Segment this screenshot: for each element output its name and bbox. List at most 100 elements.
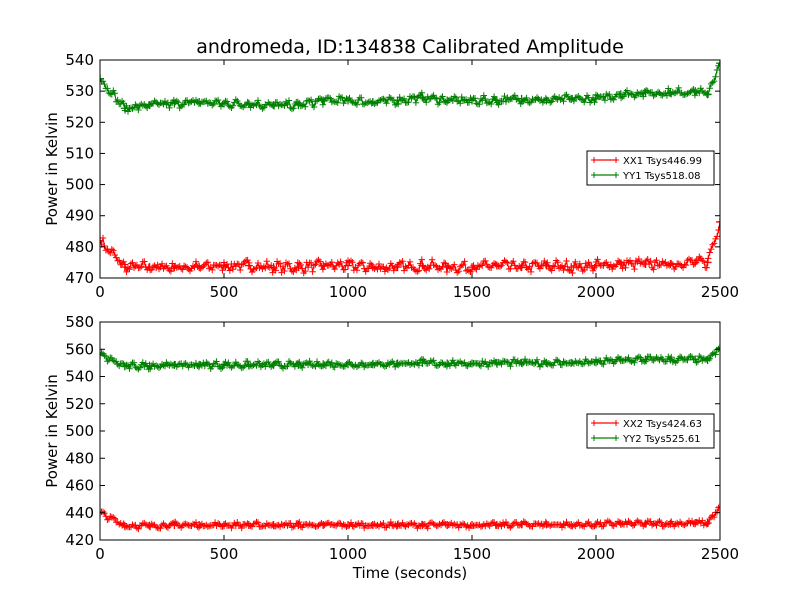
data-point bbox=[703, 518, 712, 527]
data-point bbox=[703, 356, 712, 365]
data-point bbox=[443, 359, 452, 368]
data-point bbox=[195, 263, 204, 272]
data-point bbox=[492, 96, 501, 105]
data-point bbox=[269, 101, 278, 110]
data-point bbox=[443, 521, 452, 530]
series-xx2 bbox=[100, 503, 720, 533]
data-point bbox=[368, 98, 377, 107]
data-point bbox=[319, 360, 328, 369]
data-point bbox=[393, 359, 402, 368]
data-point bbox=[145, 361, 154, 370]
data-point bbox=[703, 258, 712, 267]
series-xx1 bbox=[100, 217, 720, 277]
x-tick-label: 500 bbox=[210, 545, 239, 563]
data-point bbox=[319, 261, 328, 270]
data-point bbox=[716, 217, 720, 226]
data-point bbox=[220, 261, 228, 270]
data-point bbox=[703, 90, 712, 99]
y-axis-label: Power in Kelvin bbox=[43, 374, 61, 488]
series-markers bbox=[100, 60, 720, 115]
data-point bbox=[666, 259, 675, 268]
legend-box bbox=[586, 150, 715, 186]
data-point bbox=[567, 358, 576, 367]
data-point bbox=[592, 358, 600, 367]
series-markers bbox=[100, 344, 720, 373]
y-tick-label: 560 bbox=[65, 340, 94, 358]
data-point bbox=[567, 521, 576, 530]
data-point bbox=[100, 74, 104, 83]
data-point bbox=[294, 101, 303, 110]
data-point bbox=[517, 263, 526, 272]
x-tick-label: 1000 bbox=[329, 545, 367, 563]
data-point bbox=[344, 521, 352, 530]
data-point bbox=[368, 263, 377, 272]
data-point bbox=[616, 259, 625, 268]
legend-marker bbox=[591, 420, 619, 426]
data-point bbox=[592, 520, 600, 529]
chart-title: andromeda, ID:134838 Calibrated Amplitud… bbox=[196, 36, 624, 58]
data-point bbox=[691, 258, 700, 267]
data-point bbox=[691, 87, 700, 96]
y-tick-label: 510 bbox=[65, 144, 94, 162]
data-point bbox=[344, 360, 352, 369]
y-tick-label: 470 bbox=[65, 269, 94, 287]
data-point bbox=[170, 360, 179, 369]
data-point bbox=[195, 521, 204, 530]
data-point bbox=[691, 355, 700, 364]
legend-label: XX2 Tsys424.63 bbox=[623, 419, 702, 430]
data-point bbox=[641, 88, 650, 97]
data-point bbox=[145, 101, 154, 110]
data-point bbox=[492, 521, 501, 530]
data-point bbox=[294, 263, 303, 272]
data-point bbox=[269, 360, 278, 369]
data-point bbox=[418, 358, 427, 367]
data-point bbox=[592, 94, 600, 103]
y-tick-label: 580 bbox=[65, 313, 94, 331]
x-tick-label: 0 bbox=[95, 283, 105, 301]
y-tick-label: 520 bbox=[65, 113, 94, 131]
y-tick-label: 500 bbox=[65, 422, 94, 440]
data-point bbox=[567, 263, 576, 272]
x-tick-label: 2000 bbox=[577, 283, 615, 301]
data-point bbox=[641, 355, 650, 364]
data-point bbox=[616, 356, 625, 365]
legend-label: YY1 Tsys518.08 bbox=[622, 171, 701, 182]
y-tick-label: 440 bbox=[65, 504, 94, 522]
data-point bbox=[716, 60, 720, 68]
data-point bbox=[170, 99, 179, 108]
legend-label: XX1 Tsys446.99 bbox=[623, 156, 702, 167]
series-yy2 bbox=[100, 343, 720, 373]
series-yy1 bbox=[100, 60, 720, 115]
data-point bbox=[492, 261, 501, 270]
y-tick-label: 500 bbox=[65, 176, 94, 194]
data-point bbox=[418, 261, 427, 270]
x-tick-label: 2500 bbox=[701, 283, 739, 301]
data-point bbox=[100, 236, 104, 245]
legend-label: YY2 Tsys525.61 bbox=[622, 434, 701, 445]
series-markers bbox=[100, 504, 720, 533]
data-point bbox=[418, 521, 427, 530]
data-point bbox=[100, 350, 104, 359]
data-point bbox=[319, 96, 328, 105]
data-point bbox=[716, 503, 720, 512]
data-point bbox=[120, 263, 129, 272]
x-tick-label: 0 bbox=[95, 545, 105, 563]
data-point bbox=[145, 521, 154, 530]
data-point bbox=[616, 90, 625, 99]
data-point bbox=[120, 104, 129, 113]
legend: XX2 Tsys424.63 YY2 Tsys525.61 bbox=[586, 413, 715, 449]
plot-top: 0 500 1000 1500 2000 2500 470 480 490 500 510 520 53… bbox=[43, 51, 739, 301]
data-point bbox=[691, 518, 700, 527]
data-point bbox=[443, 263, 452, 272]
x-tick-label: 1000 bbox=[329, 283, 367, 301]
x-tick-label: 1500 bbox=[453, 283, 491, 301]
data-point bbox=[542, 96, 551, 105]
data-point bbox=[468, 263, 476, 272]
data-point bbox=[567, 94, 576, 103]
x-axis-label: Time (seconds) bbox=[352, 564, 468, 582]
data-point bbox=[468, 521, 476, 530]
data-point bbox=[517, 94, 526, 103]
x-tick-label: 1500 bbox=[453, 545, 491, 563]
data-point bbox=[666, 355, 675, 364]
